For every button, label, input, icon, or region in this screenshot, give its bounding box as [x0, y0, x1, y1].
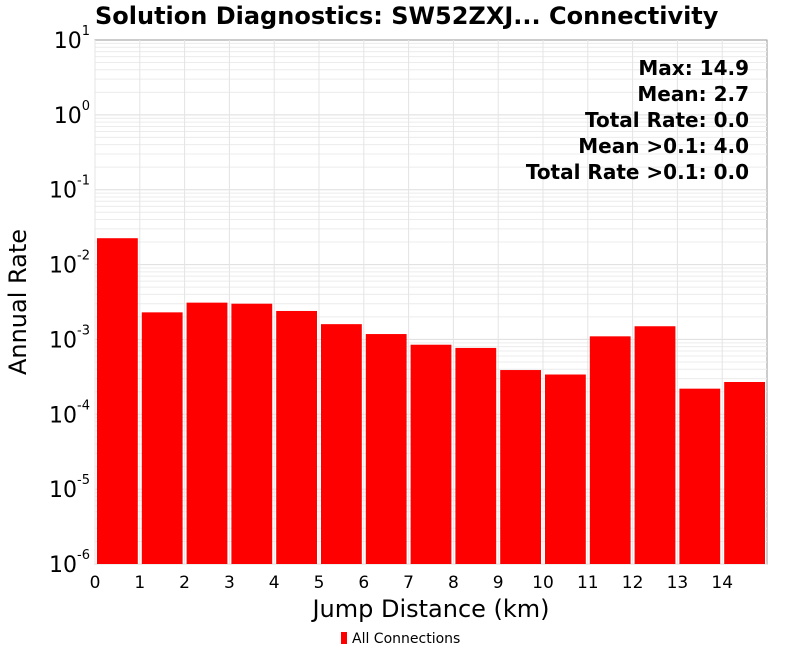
bar	[545, 374, 586, 564]
y-tick-label: 10-5	[49, 473, 90, 503]
x-tick-label: 13	[667, 573, 689, 593]
x-tick-label: 7	[403, 573, 414, 593]
x-tick-label: 3	[224, 573, 235, 593]
x-tick-label: 5	[314, 573, 325, 593]
x-tick-label: 8	[448, 573, 459, 593]
x-tick-label: 11	[577, 573, 599, 593]
x-tick-label: 6	[358, 573, 369, 593]
bar	[141, 312, 183, 564]
bar	[724, 381, 765, 564]
x-tick-label: 0	[90, 573, 101, 593]
x-axis-ticks: 0 1 2 3 4 5 6 7 8 9 10 11 12 13 14	[90, 573, 733, 593]
x-tick-label: 12	[622, 573, 644, 593]
x-tick-label: 9	[493, 573, 504, 593]
stat-annotation: Mean: 2.7	[637, 82, 749, 106]
x-tick-label: 4	[269, 573, 280, 593]
x-tick-label: 1	[134, 573, 145, 593]
y-tick-label: 10-3	[49, 323, 90, 353]
x-tick-label: 2	[179, 573, 190, 593]
y-tick-label: 10-6	[49, 548, 90, 578]
bar	[589, 336, 631, 564]
legend-swatch	[341, 632, 347, 644]
chart-title: Solution Diagnostics: SW52ZXJ... Connect…	[95, 2, 719, 30]
stat-annotation: Mean >0.1: 4.0	[578, 134, 749, 158]
bar	[276, 310, 317, 564]
y-tick-label: 10-2	[49, 249, 90, 279]
x-axis-label: Jump Distance (km)	[310, 595, 549, 623]
legend-entry-label: All Connections	[352, 631, 460, 647]
y-tick-label: 10-1	[49, 174, 90, 204]
y-axis-label: Annual Rate	[4, 229, 32, 375]
stat-annotation: Max: 14.9	[638, 56, 749, 80]
bar	[634, 326, 676, 564]
bar	[679, 388, 721, 564]
bar	[186, 302, 228, 564]
y-tick-label: 101	[54, 24, 90, 54]
stat-annotation: Total Rate: 0.0	[585, 108, 749, 132]
y-axis-ticks: 101 100 10-1 10-2 10-3 10-4 10-5 10-6	[49, 24, 90, 578]
bar	[455, 347, 497, 564]
bar	[231, 303, 273, 564]
x-tick-label: 14	[711, 573, 733, 593]
x-tick-label: 10	[532, 573, 554, 593]
bar	[97, 238, 138, 564]
y-tick-label: 10-4	[49, 398, 90, 428]
y-tick-label: 100	[54, 99, 90, 129]
bar	[500, 370, 541, 564]
bar	[410, 344, 452, 564]
bars	[97, 238, 765, 564]
legend: All Connections	[341, 631, 460, 647]
bar	[365, 334, 407, 564]
stat-annotation: Total Rate >0.1: 0.0	[526, 160, 749, 184]
bar	[321, 324, 362, 564]
